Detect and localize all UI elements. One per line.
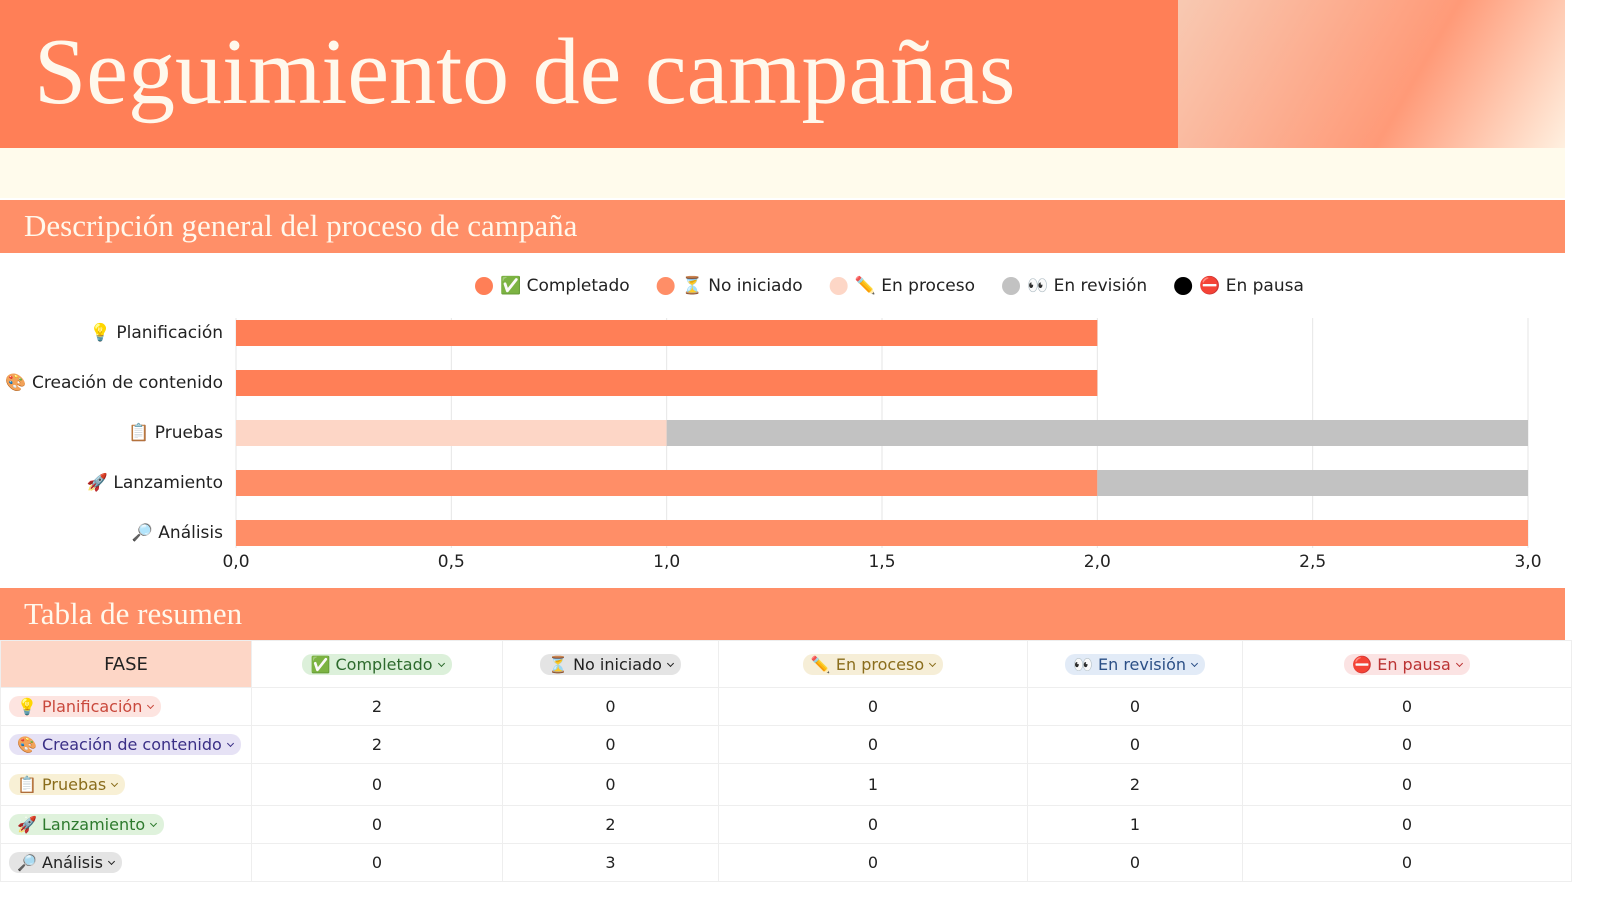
row-header: 💡 Planificación xyxy=(0,687,252,726)
row-header: 📋 Pruebas xyxy=(0,763,252,806)
x-tick-label: 2,0 xyxy=(1084,552,1111,572)
table-cell: 0 xyxy=(1027,687,1243,726)
bar-segment xyxy=(236,370,1098,396)
table-cell: 2 xyxy=(1027,763,1243,806)
table-cell: 0 xyxy=(1242,763,1572,806)
column-header: 👀 En revisión xyxy=(1027,640,1243,688)
table-cell: 2 xyxy=(502,805,719,844)
x-tick-label: 1,5 xyxy=(868,552,895,572)
table-cell: 0 xyxy=(718,805,1028,844)
bar-segment xyxy=(236,470,1098,496)
table-cell: 0 xyxy=(251,763,503,806)
legend-marker xyxy=(656,277,675,295)
table-cell: 0 xyxy=(502,687,719,726)
column-header: ⛔ En pausa xyxy=(1242,640,1572,688)
column-tag: ✏️ En proceso xyxy=(802,653,944,675)
y-tick-label: 🔎 Análisis xyxy=(132,521,223,543)
row-header: 🚀 Lanzamiento xyxy=(0,805,252,844)
table-cell: 1 xyxy=(718,763,1028,806)
row-header: 🎨 Creación de contenido xyxy=(0,725,252,764)
y-tick-label: 🎨 Creación de contenido xyxy=(5,372,223,393)
y-tick-label: 🚀 Lanzamiento xyxy=(87,472,223,493)
summary-table: FASE ✅ Completado ⏳ No iniciado ✏️ En proce… xyxy=(0,640,1572,882)
column-tag: ⏳ No iniciado xyxy=(540,653,681,675)
table-cell: 0 xyxy=(1242,805,1572,844)
column-header: FASE xyxy=(0,640,252,688)
bar-segment xyxy=(666,420,1528,446)
table-cell: 0 xyxy=(1027,725,1243,764)
legend-marker xyxy=(829,277,848,295)
column-tag: 👀 En revisión xyxy=(1064,653,1206,675)
section-title: Descripción general del proceso de campa… xyxy=(24,208,578,243)
table-row: 🚀 Lanzamiento 0 2 0 1 0 xyxy=(0,805,1572,844)
chart: ✅ Completado ⏳ No iniciado ✏️ En proceso 👀 … xyxy=(5,275,1541,572)
legend-label: ⏳ No iniciado xyxy=(682,275,803,296)
legend-label: ✅ Completado xyxy=(500,275,630,296)
row-header: 🔎 Análisis xyxy=(0,843,252,882)
legend-marker xyxy=(1002,277,1021,295)
table-cell: 0 xyxy=(718,843,1028,882)
phase-tag: 🚀 Lanzamiento xyxy=(9,814,165,835)
y-tick-label: 📋 Pruebas xyxy=(128,422,223,443)
section-header: Tabla de resumen xyxy=(0,588,1565,640)
x-tick-label: 1,0 xyxy=(653,552,680,572)
bar-segment xyxy=(236,420,667,446)
table-cell: 0 xyxy=(718,687,1028,726)
table-cell: 0 xyxy=(251,843,503,882)
column-header: ✅ Completado xyxy=(251,640,503,688)
bar-segment xyxy=(236,520,1528,546)
table-row: 🔎 Análisis 0 3 0 0 0 xyxy=(0,843,1572,882)
legend-label: ✏️ En proceso xyxy=(855,275,975,296)
column-header: ✏️ En proceso xyxy=(718,640,1028,688)
table-cell: 1 xyxy=(1027,805,1243,844)
x-tick-label: 2,5 xyxy=(1299,552,1326,572)
column-tag: ✅ Completado xyxy=(302,653,452,675)
legend-label: ⛔ En pausa xyxy=(1199,275,1304,296)
legend-marker xyxy=(475,277,493,295)
table-cell: 0 xyxy=(1242,687,1572,726)
table-cell: 0 xyxy=(502,725,719,764)
bar-segment xyxy=(1097,470,1528,496)
table-cell: 0 xyxy=(1242,843,1572,882)
table-cell: 0 xyxy=(1242,725,1572,764)
x-tick-label: 3,0 xyxy=(1514,552,1541,572)
header: Seguimiento de campañas xyxy=(0,0,1178,148)
x-tick-label: 0,5 xyxy=(438,552,465,572)
phase-tag: 💡 Planificación xyxy=(9,696,162,717)
column-header: ⏳ No iniciado xyxy=(502,640,719,688)
legend-marker xyxy=(1174,277,1193,295)
table-cell: 0 xyxy=(718,725,1028,764)
y-tick-label: 💡 Planificación xyxy=(90,322,223,343)
x-tick-label: 0,0 xyxy=(222,552,249,572)
phase-tag: 🎨 Creación de contenido xyxy=(9,734,241,755)
table-row: 📋 Pruebas 0 0 1 2 0 xyxy=(0,763,1572,806)
header-decoration xyxy=(1178,0,1565,148)
table-row: 💡 Planificación 2 0 0 0 0 xyxy=(0,687,1572,726)
column-tag: ⛔ En pausa xyxy=(1344,653,1470,675)
table-cell: 0 xyxy=(1027,843,1243,882)
phase-tag: 📋 Pruebas xyxy=(9,774,126,795)
legend-label: 👀 En revisión xyxy=(1027,276,1147,296)
table-cell: 2 xyxy=(251,725,503,764)
table-cell: 0 xyxy=(502,763,719,806)
section-title: Tabla de resumen xyxy=(24,596,243,631)
table-row: 🎨 Creación de contenido 2 0 0 0 0 xyxy=(0,725,1572,764)
table-cell: 3 xyxy=(502,843,719,882)
table-cell: 0 xyxy=(251,805,503,844)
bar-segment xyxy=(236,320,1098,346)
page-title: Seguimiento de campañas xyxy=(34,20,1016,124)
section-header: Descripción general del proceso de campa… xyxy=(0,200,1565,253)
spacer xyxy=(0,148,1565,198)
table-cell: 2 xyxy=(251,687,503,726)
phase-tag: 🔎 Análisis xyxy=(9,852,122,873)
